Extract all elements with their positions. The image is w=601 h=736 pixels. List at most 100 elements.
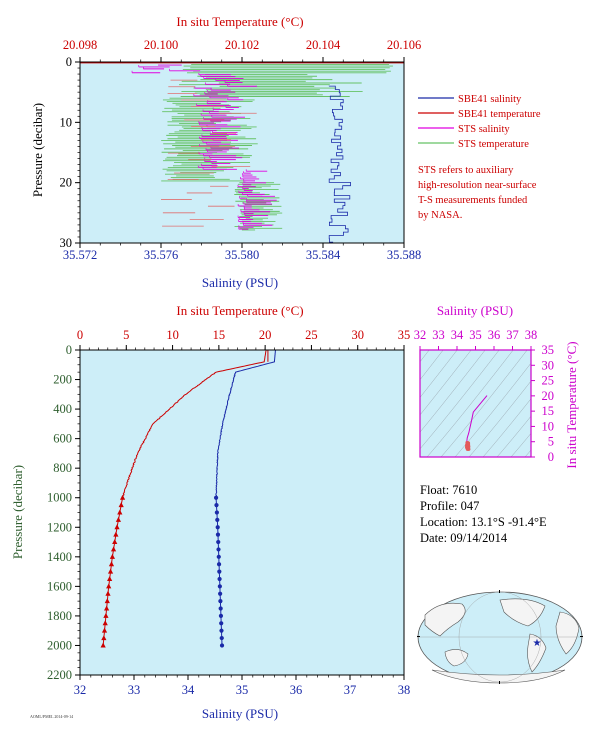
profile-temp-tick-label: 25 [305,328,318,342]
ts-point [466,441,470,446]
top-sal-tick-label: 35.580 [225,248,259,262]
salinity-marker [215,532,221,537]
float-info: Float: 7610 Profile: 047 Location: 13.1°… [420,483,547,545]
salinity-marker [218,606,223,611]
float-position-star-icon: ★ [533,638,542,649]
temperature-marker [109,553,115,559]
profile-sal-tick-label: 36 [290,683,303,697]
ts-density-contour [468,380,531,457]
ts-diagram: Salinity (PSU) 32 33 34 35 36 37 38 05 10152025… [414,303,601,469]
temperature-marker [119,494,126,500]
profile-temp-tick-label: 20 [259,328,272,342]
profile-pressure-tick-label: 1800 [47,609,72,623]
profile-temp-tick-label: 10 [166,328,179,342]
profile-plot-area [80,350,404,675]
top-temp-tick-label: 20.100 [144,38,178,52]
profile-data [100,349,276,648]
ts-temp-tick-label: 10 [542,419,555,433]
ts-temperature-axis-label: In situ Temperature (°C) [564,341,579,468]
map-tick-marks [417,590,583,684]
ts-sal-tick-label: 34 [451,328,464,342]
salinity-marker [216,539,221,545]
ts-plot-area [420,350,531,457]
sts-note: STS refers to auxiliary high-resolution … [418,165,537,221]
salinity-marker [217,584,222,589]
ts-data [465,395,488,451]
profile-pressure-tick-label: 1600 [47,579,72,593]
sts-note-line-1: STS refers to auxiliary [418,165,514,176]
temperature-marker [108,561,115,567]
top-chart-pressure-ticks: 0 10 20 30 [60,55,80,250]
ts-density-contour [440,350,528,457]
salinity-marker [215,517,220,522]
temperature-marker [103,612,109,618]
top-pressure-tick-label: 30 [60,236,73,250]
profile-temperature-axis-label: In situ Temperature (°C) [176,303,303,318]
near-surface-plot-area [80,62,404,243]
ts-density-contour [510,432,531,457]
ts-sal-tick-label: 35 [469,328,482,342]
salinity-marker [216,554,221,559]
salinity-marker [217,569,222,574]
ts-sal-tick-label: 33 [432,328,445,342]
ts-temp-tick-label: 5 [548,435,554,449]
profile-sal-tick-label: 38 [398,683,411,697]
temperature-marker [115,516,122,522]
ts-density-contour [454,362,531,457]
sts-note-line-3: T-S measurements funded [418,195,528,206]
ts-frame [419,349,532,458]
map-landmass-east-asia [424,602,466,637]
salinity-marker [218,613,224,619]
near-surface-legend: SBE41 salinity SBE41 temperature STS sal… [418,94,541,150]
near-surface-chart: In situ Temperature (°C) 20.098 20.100 20.… [30,14,541,290]
legend-sts-temperature: STS temperature [458,139,529,150]
temperature-marker [104,605,110,611]
ts-density-contour [420,350,486,433]
ts-temp-tick-label: 15 [542,404,555,418]
top-pressure-tick-label: 20 [60,176,73,190]
ts-density-contour [524,449,531,457]
ts-sal-tick-label: 36 [488,328,501,342]
temperature-marker [107,568,114,574]
profile-pressure-tick-label: 600 [53,432,72,446]
sbe41-salinity-line [328,85,351,243]
salinity-marker [219,628,224,633]
salinity-marker [218,591,223,596]
profile-pressure-axis-label: Pressure (decibar) [10,465,25,559]
float-id: Float: 7610 [420,483,477,497]
salinity-marker [214,510,219,515]
profile-temp-tick-label: 0 [77,328,83,342]
map-landmass-south-america [527,633,547,673]
temperature-marker [107,575,113,581]
salinity-marker [217,576,222,582]
salinity-marker [219,635,224,641]
ts-sal-tick-label: 37 [506,328,519,342]
salinity-marker [214,503,219,508]
profile-pressure-tick-label: 1200 [47,520,72,534]
top-temp-tick-label: 20.104 [306,38,341,52]
profile-pressure-ticks: 0 200 400 600 800 1000 1200 1400 1600 1800 2000 220… [47,343,80,682]
sts-note-line-2: high-resolution near-surface [418,180,537,191]
sts-note-line-4: by NASA. [418,210,462,221]
profile-pressure-tick-label: 400 [53,402,72,416]
top-sal-tick-label: 35.576 [144,248,178,262]
ts-density-contour [426,350,514,457]
ts-temp-tick-label: 30 [542,358,555,372]
ts-salinity-axis-label: Salinity (PSU) [437,303,513,318]
profile-number: Profile: 047 [420,499,479,513]
ts-sal-tick-label: 32 [414,328,427,342]
top-temp-tick-label: 20.102 [225,38,259,52]
profile-date: Date: 09/14/2014 [420,531,508,545]
temperature-marker [100,642,106,648]
salinity-marker [213,495,219,500]
profile-pressure-tick-label: 2000 [47,638,72,652]
top-chart-salinity-axis-label: Salinity (PSU) [202,275,278,290]
ts-density-contour [588,315,601,465]
ts-temp-tick-label: 0 [548,450,554,464]
profile-temp-tick-label: 15 [213,328,226,342]
ts-density-contour [420,350,500,450]
profile-pressure-tick-label: 1000 [47,491,72,505]
top-chart-temperature-ticks: 20.098 20.100 20.102 20.104 20.106 [63,38,421,62]
ts-density-contour [482,398,531,457]
